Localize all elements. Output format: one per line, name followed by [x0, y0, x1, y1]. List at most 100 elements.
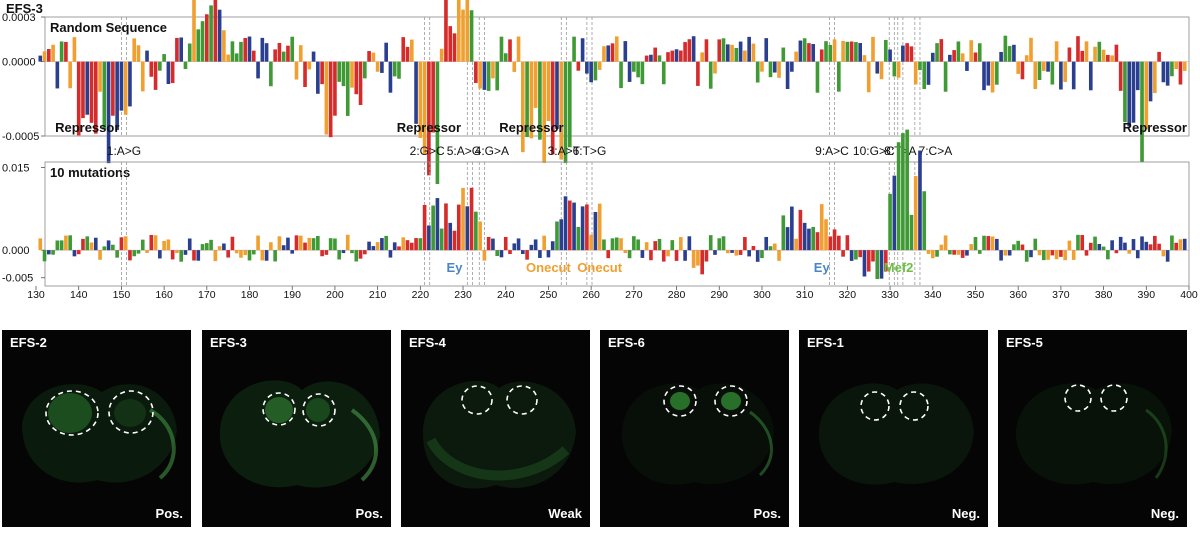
logo-bar: [247, 36, 252, 62]
logo-bar: [649, 250, 653, 261]
logo-bar: [170, 61, 175, 84]
logo-bar: [281, 51, 286, 62]
logo-bar: [42, 250, 47, 262]
logo-bar: [303, 242, 307, 251]
logo-bar: [563, 61, 568, 164]
logo-bar: [427, 225, 431, 251]
logo-bar: [316, 235, 320, 251]
logo-bar: [687, 39, 692, 62]
logo-bar: [269, 61, 273, 87]
logo-bar: [918, 61, 922, 71]
logo-bar: [1084, 41, 1089, 62]
logo-bar: [354, 250, 359, 262]
logo-bar: [717, 39, 722, 62]
x-tick-label: 320: [839, 289, 857, 300]
logo-bar: [567, 200, 572, 251]
logo-bar: [72, 250, 77, 257]
logo-bar: [730, 44, 734, 62]
logo-bar: [1084, 250, 1089, 256]
logo-bar: [529, 61, 534, 139]
logo-bar: [149, 61, 154, 77]
x-tick-label: 390: [1138, 289, 1156, 300]
logo-bar: [990, 236, 995, 251]
logo-bar: [508, 250, 512, 255]
logo-bar: [187, 238, 192, 251]
logo-bar: [136, 250, 141, 254]
logo-bar: [785, 227, 790, 251]
logo-bar: [704, 39, 709, 62]
image-panel-efs-1: EFS-1 Neg.: [799, 330, 988, 527]
logo-bar: [815, 232, 820, 251]
logo-bar: [567, 61, 572, 148]
motif-annotation: Repressor: [55, 120, 119, 135]
logo-bar: [264, 43, 269, 62]
logo-bar: [38, 238, 43, 251]
logo-bar: [606, 45, 611, 62]
x-tick-label: 230: [454, 289, 472, 300]
roi-circle: [461, 385, 493, 415]
logo-bar: [995, 61, 999, 85]
logo-bar: [973, 237, 978, 251]
x-tick-label: 220: [412, 289, 430, 300]
logo-bar: [661, 250, 666, 262]
logo-bar: [943, 61, 948, 92]
logo-bar: [1165, 250, 1170, 262]
logo-bar: [1063, 250, 1067, 261]
logo-bar: [922, 191, 927, 251]
image-panel-efs-3: EFS-3 Pos.: [202, 330, 391, 527]
logo-bar: [512, 243, 517, 251]
logo-bar: [179, 250, 184, 262]
logo-bar: [51, 44, 55, 62]
logo-bar: [333, 238, 337, 251]
logo-bar: [132, 38, 137, 62]
logo-bar: [973, 52, 978, 62]
logo-bar: [140, 61, 145, 92]
x-tick-label: 360: [1009, 289, 1027, 300]
logo-bar: [837, 61, 841, 92]
logo-bar: [1071, 61, 1076, 90]
logo-bar: [1012, 44, 1016, 62]
logo-bar: [879, 250, 884, 279]
logo-bar: [764, 236, 769, 251]
logo-bar: [960, 250, 965, 258]
logo-bar: [427, 61, 431, 176]
logo-bar: [798, 209, 803, 251]
logo-bar: [901, 133, 905, 251]
logo-bar: [883, 250, 888, 272]
logo-bar: [632, 236, 636, 251]
logo-bar: [213, 250, 218, 262]
logo-bar: [435, 198, 440, 251]
logo-bar: [892, 175, 897, 251]
logo-bar: [200, 21, 205, 62]
logo-bar: [414, 238, 418, 251]
logo-bar: [1123, 242, 1127, 251]
logo-bar: [982, 235, 986, 251]
logo-bar: [1144, 61, 1149, 130]
logo-bar: [226, 54, 230, 62]
logo-bar: [666, 250, 670, 257]
logo-bar: [93, 237, 98, 251]
logo-bar: [243, 37, 248, 62]
logo-bar: [350, 250, 354, 254]
logo-bar: [119, 237, 124, 251]
logo-bar: [854, 250, 858, 260]
logo-bar: [55, 240, 60, 251]
logo-bar: [422, 61, 427, 155]
logo-bar: [1046, 250, 1050, 260]
logo-bar: [995, 238, 999, 251]
logo-bar: [555, 221, 559, 251]
x-tick-label: 180: [241, 289, 259, 300]
logo-bar: [636, 61, 640, 78]
logo-bar: [132, 250, 137, 257]
logo-bar: [683, 42, 687, 62]
logo-bar: [469, 10, 474, 62]
logo-bar: [730, 250, 734, 253]
x-tick-label: 300: [753, 289, 771, 300]
logo-bar: [905, 43, 909, 62]
logo-bar: [311, 238, 316, 251]
logo-bar: [209, 239, 213, 251]
motif-annotation: Repressor: [499, 120, 563, 135]
x-axis: 130 140 150 160 170 180 190 200 210 220 230 240 250 2…: [27, 286, 1198, 300]
logo-bar: [337, 61, 342, 82]
logo-bar: [1114, 250, 1119, 254]
